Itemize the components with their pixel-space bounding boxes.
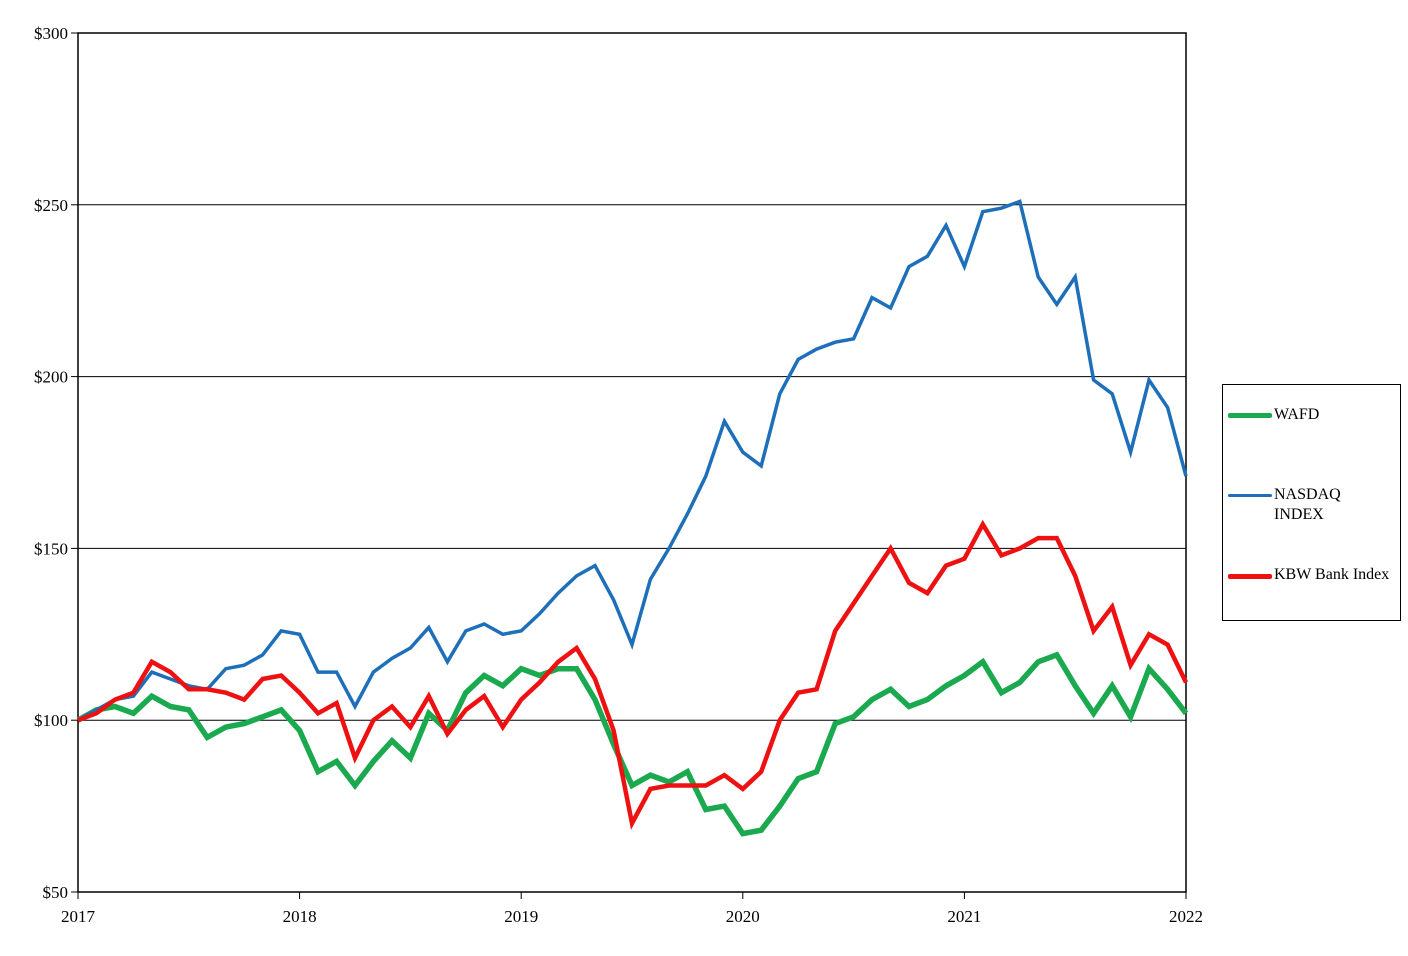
x-tick-label: 2019 [504,907,538,926]
y-tick-label: $150 [34,539,68,558]
x-tick-label: 2021 [947,907,981,926]
x-tick-label: 2022 [1169,907,1203,926]
x-tick-label: 2020 [726,907,760,926]
legend-item-wafd: WAFD [1223,403,1402,427]
x-tick-label: 2018 [283,907,317,926]
legend-swatch-kbw [1228,574,1272,579]
series-line-wafd [76,651,1189,837]
gridlines [78,204,1186,721]
legend-swatch-wafd [1228,413,1272,418]
series-lines [76,199,1189,837]
legend: WAFD NASDAQ INDEX KBW Bank Index [1222,384,1401,621]
y-axis: $50 $100 $150 $200 $250 $300 [34,24,78,902]
y-tick-label: $100 [34,711,68,730]
legend-label-nasdaq: NASDAQ INDEX [1274,486,1341,523]
y-tick-label: $200 [34,368,68,387]
legend-item-nasdaq: NASDAQ INDEX [1223,483,1402,527]
legend-label-kbw: KBW Bank Index [1274,566,1390,583]
legend-swatch-nasdaq [1228,494,1272,497]
x-tick-label: 2017 [61,907,96,926]
series-line-kbw [77,519,1189,830]
x-axis: 2017 2018 2019 2020 2021 2022 [61,892,1203,926]
series-line-nasdaq [77,199,1188,722]
y-tick-label: $50 [43,883,69,902]
y-tick-label: $300 [34,24,68,43]
legend-label-wafd: WAFD [1274,406,1320,423]
plot-frame [77,32,1187,893]
y-tick-label: $250 [34,196,68,215]
legend-item-kbw: KBW Bank Index [1223,565,1402,589]
